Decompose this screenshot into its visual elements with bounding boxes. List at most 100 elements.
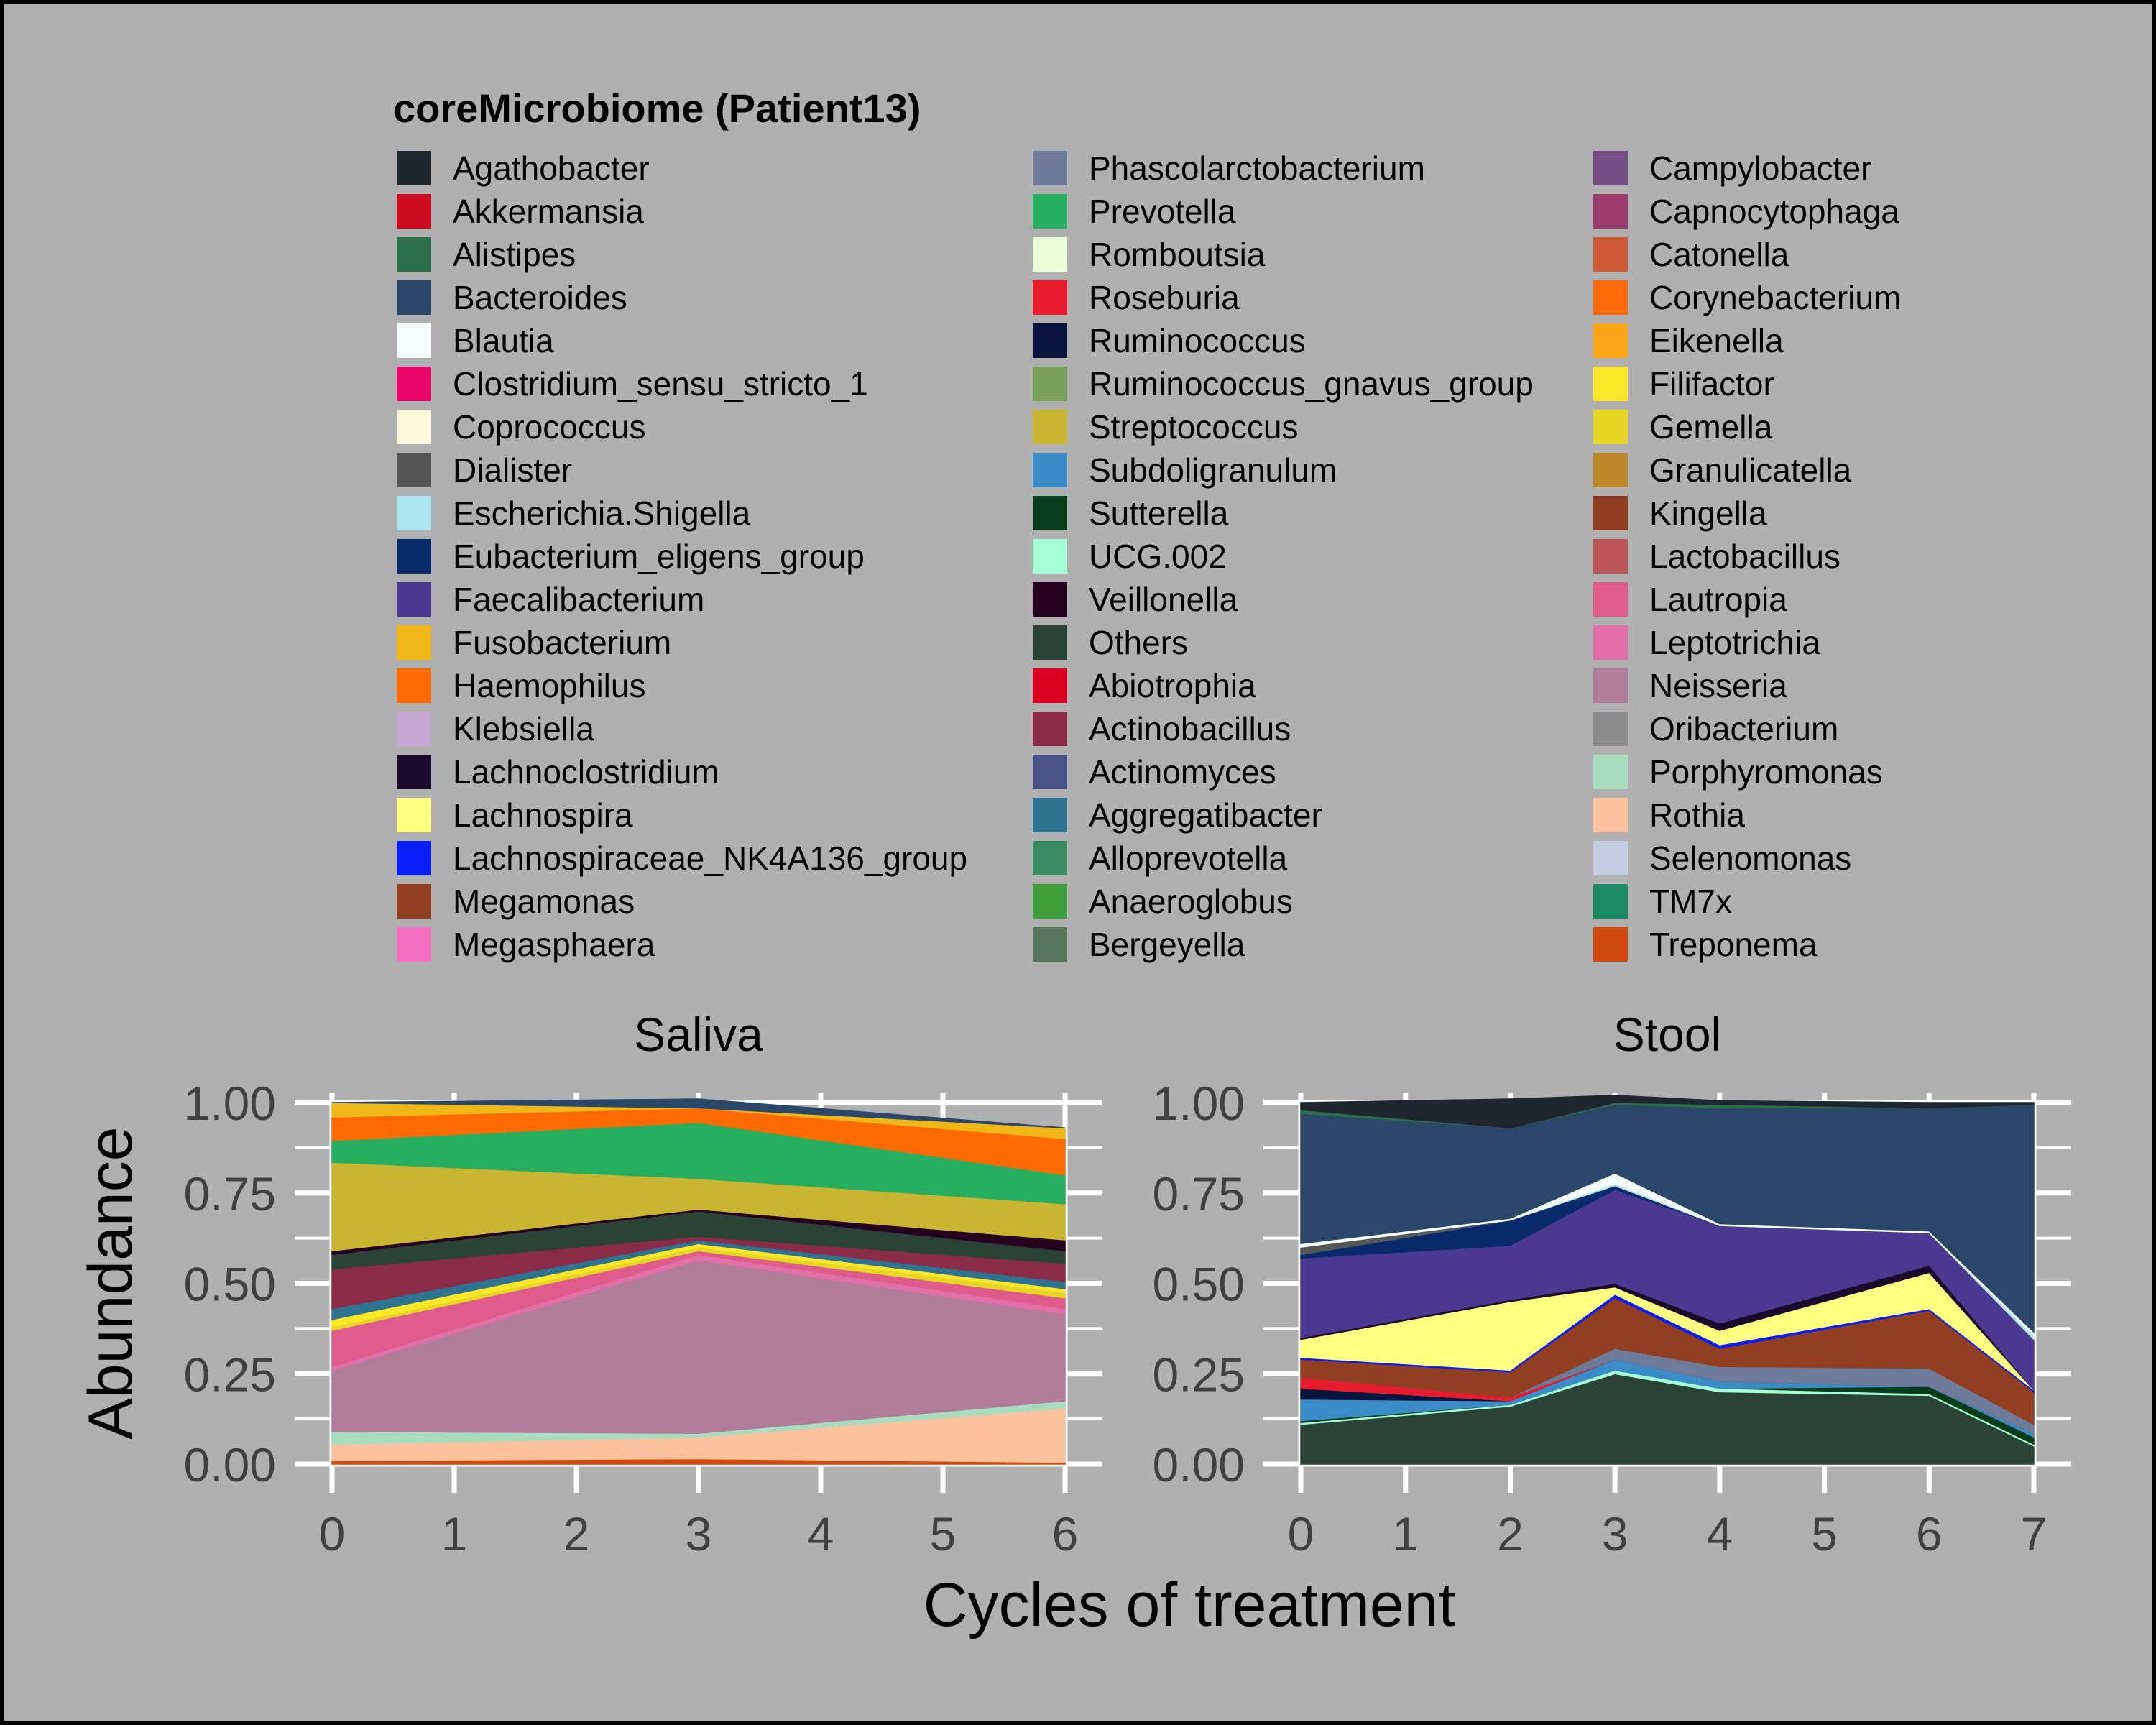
legend-label: Phascolarctobacterium [1089,150,1425,187]
legend-label: Escherichia.Shigella [453,494,751,532]
x-tick-label: 1 [441,1507,468,1560]
legend-item: Alloprevotella [1033,840,1288,877]
legend-item: Actinomyces [1033,753,1276,791]
legend-swatch [397,410,431,444]
legend-swatch [397,755,431,789]
legend-label: UCG.002 [1089,538,1227,575]
legend-label: Porphyromonas [1649,753,1883,791]
legend-swatch [397,539,431,574]
stool-panel: Stool 0.00 0.25 0.50 0.75 1.00 0 1 2 3 4 5 6 7 [1153,1008,2071,1560]
legend-item: Kingella [1593,494,1767,532]
legend-label: Selenomonas [1649,840,1851,877]
legend-label: Others [1089,624,1188,661]
legend-swatch [1033,625,1067,660]
legend-swatch [1593,927,1628,962]
legend-label: Lautropia [1649,581,1787,618]
legend-swatch [1593,798,1628,832]
legend-item: Agathobacter [397,150,650,187]
legend-item: Selenomonas [1593,840,1851,877]
legend-label: Leptotrichia [1649,624,1820,661]
legend-swatch [1593,539,1628,574]
legend-swatch [397,582,431,617]
y-tick-label: 0.00 [184,1438,276,1491]
legend-item: Bergeyella [1033,926,1245,963]
legend-label: Dialister [453,451,572,489]
legend-swatch [1033,280,1067,315]
legend-item: Anaeroglobus [1033,883,1293,920]
legend-label: Neisseria [1649,667,1787,704]
x-tick-label: 5 [930,1507,957,1560]
stool-panel-title: Stool [1613,1008,1721,1061]
legend-item: Ruminococcus_gnavus_group [1033,365,1534,402]
x-tick-label: 0 [1288,1507,1314,1560]
legend-label: Alistipes [453,236,576,273]
legend-label: Rothia [1649,796,1745,834]
legend-label: Roseburia [1089,279,1240,316]
legend-swatch [1033,194,1067,229]
stool-areas [1300,1095,2035,1465]
legend-label: Ruminococcus [1089,322,1306,359]
legend-item: Sutterella [1033,494,1229,532]
legend-label: Subdoligranulum [1089,451,1337,489]
legend-label: Clostridium_sensu_stricto_1 [453,365,868,402]
area-bacteroides [331,1098,1066,1128]
x-tick-label: 2 [1497,1507,1524,1560]
legend-swatch [1593,712,1628,746]
legend-item: Coprococcus [397,408,645,446]
legend-title: coreMicrobiome (Patient13) [393,86,921,131]
legend-item: Corynebacterium [1593,279,1901,316]
legend-swatch [1033,755,1067,789]
legend-label: Veillonella [1089,581,1238,618]
legend-item: Subdoligranulum [1033,451,1337,489]
legend-label: Actinomyces [1089,753,1276,791]
legend-item: Lactobacillus [1593,538,1841,575]
saliva-panel-title: Saliva [634,1008,763,1061]
legend-item: Phascolarctobacterium [1033,150,1425,187]
legend-swatch [1593,367,1628,401]
legend-item: Roseburia [1033,279,1240,316]
y-axis-label: Abundance [76,1126,145,1439]
legend-label: Gemella [1649,408,1773,446]
legend-item: Dialister [397,451,572,489]
legend-item: Rothia [1593,796,1745,834]
legend-item: Treponema [1593,926,1818,963]
legend-label: Capnocytophaga [1649,193,1899,230]
legend-label: Faecalibacterium [453,581,704,618]
legend-swatch [1033,237,1067,272]
saliva-areas [331,1098,1066,1465]
x-axis-label: Cycles of treatment [923,1570,1456,1639]
legend-swatch [397,453,431,487]
y-tick-label: 1.00 [1153,1077,1245,1130]
legend-swatch [1593,496,1628,530]
legend-label: Filifactor [1649,365,1774,402]
y-tick-label: 0.25 [184,1348,276,1401]
legend-label: Lachnoclostridium [453,753,719,791]
legend-item: Leptotrichia [1593,624,1820,661]
saliva-panel: Saliva 0.00 0.25 0.50 0.75 1.00 0 1 2 3 4 5 6 [184,1008,1102,1560]
y-tick-label: 0.75 [1153,1167,1245,1220]
x-tick-label: 6 [1916,1507,1943,1560]
legend-label: Bergeyella [1089,926,1245,963]
legend-item: Aggregatibacter [1033,796,1322,834]
legend-swatch [1033,582,1067,617]
x-tick-label: 2 [563,1507,590,1560]
legend-label: Aggregatibacter [1089,796,1322,834]
legend-label: Kingella [1649,494,1767,532]
legend-item: Lachnospiraceae_NK4A136_group [397,840,967,877]
legend-swatch [1593,755,1628,789]
legend-swatch [1593,194,1628,229]
legend-item: Prevotella [1033,193,1236,230]
legend-swatch [1593,582,1628,617]
legend-swatch [397,323,431,358]
legend-swatch [1593,841,1628,875]
legend-swatch [397,798,431,832]
legend-swatch [1033,884,1067,919]
legend-swatch [397,668,431,703]
legend-swatch [397,194,431,229]
legend-swatch [1593,410,1628,444]
legend-item: Porphyromonas [1593,753,1883,791]
legend-item: Abiotrophia [1033,667,1256,704]
legend-item: Escherichia.Shigella [397,494,751,532]
legend-item: Filifactor [1593,365,1774,402]
legend-label: Blautia [453,322,554,359]
